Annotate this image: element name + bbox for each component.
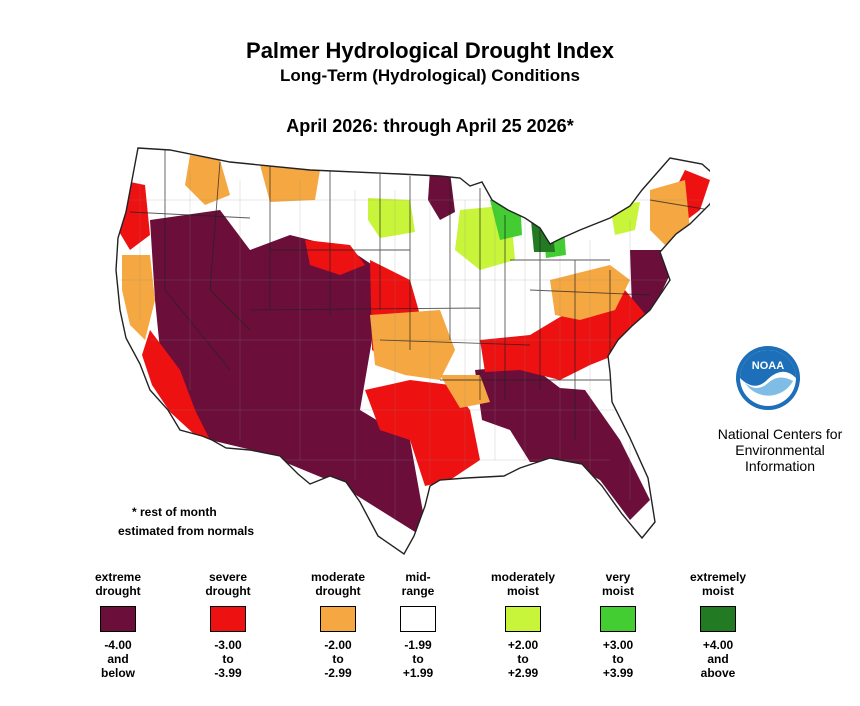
org-line-2: Environmental [735, 442, 825, 458]
legend-range-line-1: -1.99 [404, 638, 432, 652]
legend-range-line-3: +2.99 [507, 666, 539, 680]
legend-range-line-3: below [100, 666, 135, 680]
legend-label: severe drought [183, 568, 273, 598]
region-extremely-moist-michigan [530, 208, 555, 252]
legend-range-line-1: +4.00 [702, 638, 734, 652]
legend-range-line-1: -2.00 [324, 638, 352, 652]
legend-label-line-1: moderately [490, 570, 556, 584]
legend-label: very moist [573, 568, 663, 598]
map-subtitle: Long-Term (Hydrological) Conditions [280, 66, 580, 85]
legend-range: +4.00 and above [673, 638, 763, 680]
region-moderate-montana [260, 165, 320, 202]
legend-range-line-1: +2.00 [507, 638, 539, 652]
note-line-1: * rest of month [132, 505, 217, 519]
legend-label-line-2: drought [205, 584, 251, 598]
legend-label-line-2: moist [601, 584, 634, 598]
legend-label-line-1: very [605, 570, 631, 584]
legend-swatch [700, 606, 736, 632]
legend-range-line-3: -2.99 [324, 666, 352, 680]
svg-text:NOAA: NOAA [752, 360, 784, 372]
region-severe-midwest [305, 240, 365, 275]
org-line-1: National Centers for [717, 426, 843, 442]
legend-label-line-2: moist [701, 584, 734, 598]
legend-label-line-1: extreme [94, 570, 142, 584]
legend-range: +2.00 to +2.99 [478, 638, 568, 680]
region-moderate-central [370, 310, 455, 380]
region-extreme-west [150, 210, 428, 540]
legend-label-line-2: moist [506, 584, 539, 598]
legend-label: moderate drought [293, 568, 383, 598]
legend-range-line-2: to [332, 652, 344, 666]
region-extreme-east [630, 250, 672, 318]
legend-swatch [600, 606, 636, 632]
region-moderate-northeast [650, 180, 690, 245]
us-outline [115, 147, 710, 556]
legend-range: +3.00 to +3.99 [573, 638, 663, 680]
legend-range-line-1: -4.00 [104, 638, 132, 652]
legend-range-line-2: to [612, 652, 624, 666]
legend-swatch [210, 606, 246, 632]
legend-range-line-1: -3.00 [214, 638, 242, 652]
legend-range-line-2: and [707, 652, 729, 666]
legend-label-line-2: range [401, 584, 435, 598]
legend-label: extreme drought [73, 568, 163, 598]
legend-range-line-1: +3.00 [602, 638, 634, 652]
legend-item: mid-range -1.99 to +1.99 [373, 568, 463, 680]
legend-item: extreme drought -4.00 and below [73, 568, 163, 680]
legend-label-line-2: drought [315, 584, 361, 598]
legend-label-line-1: extremely [689, 570, 747, 584]
legend-range-line-2: to [517, 652, 529, 666]
legend-item: moderate drought -2.00 to -2.99 [293, 568, 383, 680]
legend-item: very moist +3.00 to +3.99 [573, 568, 663, 680]
region-moderate-pacific [122, 255, 155, 340]
legend-range: -2.00 to -2.99 [293, 638, 383, 680]
legend-range-line-2: to [412, 652, 424, 666]
org-line-3: Information [744, 458, 816, 474]
legend-label: moderately moist [478, 568, 568, 598]
legend-label-line-1: severe [208, 570, 248, 584]
legend-swatch [505, 606, 541, 632]
region-extreme-north [428, 170, 455, 220]
legend-range-line-3: +3.99 [602, 666, 634, 680]
note-line-2: estimated from normals [118, 524, 255, 538]
map-period: April 2026: through April 25 2026* [286, 116, 574, 136]
legend-swatch [400, 606, 436, 632]
legend-label-line-1: moderate [310, 570, 366, 584]
legend-range-line-3: +1.99 [402, 666, 434, 680]
legend-label-line-1: mid- [405, 570, 431, 584]
region-severe-california [142, 330, 210, 440]
legend-range: -4.00 and below [73, 638, 163, 680]
legend-swatch [320, 606, 356, 632]
drought-map [115, 147, 710, 556]
legend-range-line-2: to [222, 652, 234, 666]
legend-range: -3.00 to -3.99 [183, 638, 273, 680]
legend-range-line-2: and [107, 652, 129, 666]
region-moderate-northern [185, 155, 230, 205]
legend-item: severe drought -3.00 to -3.99 [183, 568, 273, 680]
legend-range-line-3: -3.99 [214, 666, 242, 680]
map-title: Palmer Hydrological Drought Index [246, 38, 614, 63]
legend-label-line-2: drought [95, 584, 141, 598]
legend-item: moderately moist +2.00 to +2.99 [478, 568, 568, 680]
legend-range-line-3: above [700, 666, 736, 680]
region-extreme-southeast [475, 365, 650, 520]
legend-label: extremely moist [673, 568, 763, 598]
region-severe-texas [365, 380, 480, 486]
legend-range: -1.99 to +1.99 [373, 638, 463, 680]
noaa-logo: NOAA [736, 346, 800, 410]
legend-label: mid-range [373, 568, 463, 598]
legend-item: extremely moist +4.00 and above [673, 568, 763, 680]
legend-swatch [100, 606, 136, 632]
